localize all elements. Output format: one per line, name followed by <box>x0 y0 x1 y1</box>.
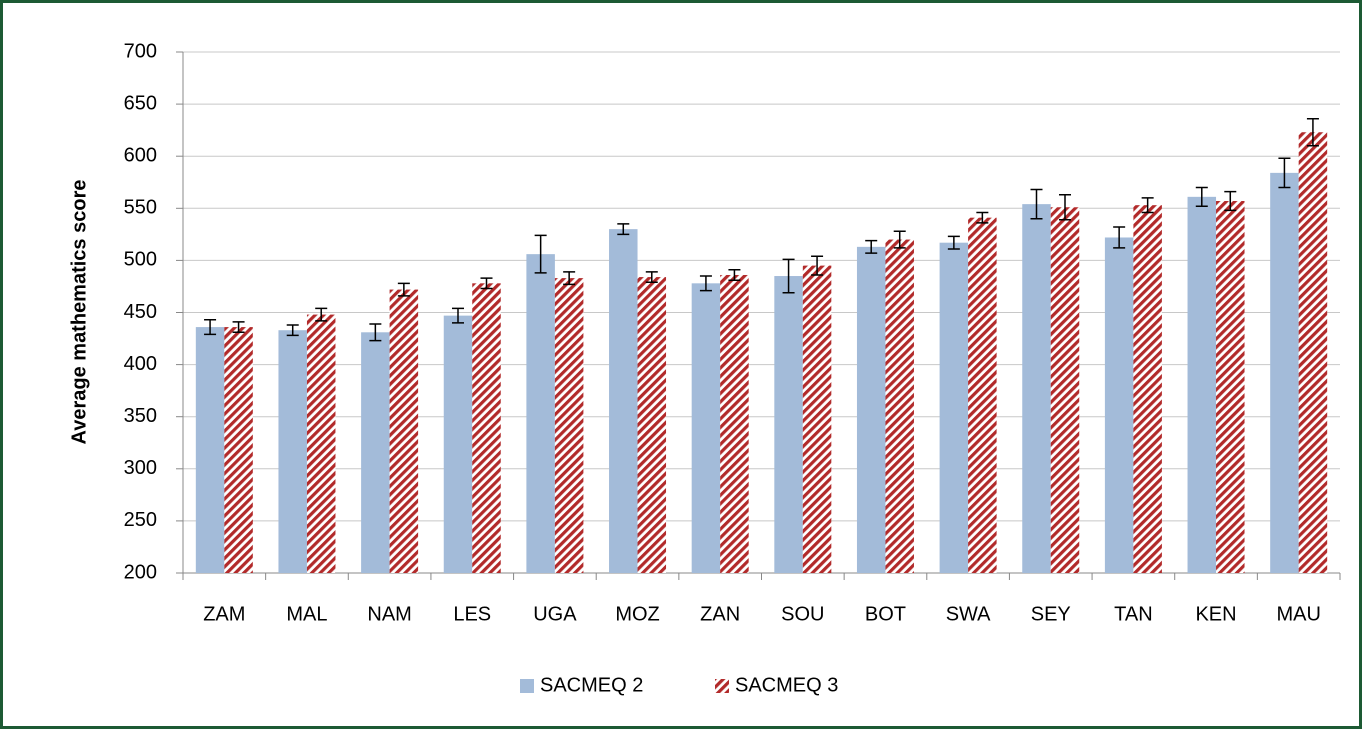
error-bar <box>369 323 382 342</box>
bar <box>554 278 584 573</box>
error-bar <box>1306 117 1319 147</box>
bar <box>1050 207 1080 573</box>
x-tick-label: MOZ <box>615 603 659 625</box>
bar <box>968 217 997 574</box>
bar <box>278 330 307 573</box>
x-tick-label: SEY <box>1031 603 1071 625</box>
error-bar <box>976 211 989 224</box>
bar <box>1298 132 1328 573</box>
bar <box>1133 205 1162 573</box>
error-bar <box>699 275 712 292</box>
error-bar <box>1141 197 1154 214</box>
bar <box>389 289 419 573</box>
error-bar <box>204 319 217 336</box>
x-tick-label: ZAM <box>203 603 245 625</box>
error-bar <box>286 324 299 337</box>
error-bar <box>1059 194 1071 221</box>
y-tick-label: 300 <box>124 457 157 479</box>
bar <box>939 242 969 573</box>
y-tick-label: 350 <box>124 405 157 427</box>
x-tick-label: UGA <box>533 603 577 625</box>
bar <box>1187 196 1217 573</box>
y-tick-label: 600 <box>124 144 157 166</box>
error-bar <box>782 258 795 294</box>
bar <box>361 332 390 573</box>
x-tick-label: BOT <box>865 603 906 625</box>
y-tick-label: 400 <box>124 353 157 375</box>
bar <box>774 276 803 573</box>
bar <box>224 327 253 573</box>
x-tick-label: KEN <box>1195 603 1236 625</box>
bar <box>443 315 473 573</box>
y-tick-label: 650 <box>124 92 157 114</box>
bar <box>637 277 667 573</box>
error-bar <box>865 239 878 254</box>
bar <box>609 229 638 573</box>
bar <box>306 314 336 573</box>
bar <box>720 274 749 573</box>
error-bar <box>397 282 410 297</box>
legend-swatch <box>715 679 729 693</box>
error-bar <box>452 307 464 324</box>
bar <box>1104 237 1134 573</box>
legend-label: SACMEQ 2 <box>540 674 643 696</box>
y-axis-label: Average mathematics score <box>68 180 90 445</box>
x-tick-label: ZAN <box>700 603 740 625</box>
error-bar <box>645 271 658 284</box>
error-bar <box>728 269 741 281</box>
error-bar <box>1195 186 1208 207</box>
bar <box>802 265 832 573</box>
bar <box>526 254 555 573</box>
bar <box>691 283 721 573</box>
bar <box>1270 172 1299 573</box>
error-bar <box>617 223 630 236</box>
legend-swatch <box>520 679 534 693</box>
error-bar <box>893 230 906 249</box>
error-bar <box>232 321 245 334</box>
legend-label: SACMEQ 3 <box>735 674 838 696</box>
error-bar <box>1224 190 1237 212</box>
error-bar <box>534 234 547 274</box>
bar <box>885 239 914 573</box>
y-tick-label: 450 <box>124 301 157 323</box>
x-tick-label: SWA <box>946 603 991 625</box>
x-tick-label: MAU <box>1276 603 1320 625</box>
y-tick-label: 550 <box>124 197 157 219</box>
error-bar <box>563 271 576 286</box>
error-bar <box>1278 157 1291 189</box>
y-tick-label: 700 <box>124 40 157 62</box>
error-bar <box>947 235 960 250</box>
error-bar <box>811 255 824 276</box>
y-tick-label: 500 <box>124 249 157 271</box>
error-bar <box>1030 188 1043 220</box>
x-tick-label: TAN <box>1114 603 1153 625</box>
error-bar <box>480 277 493 290</box>
bar <box>195 327 225 573</box>
x-tick-label: LES <box>453 603 491 625</box>
error-bar <box>315 307 328 322</box>
x-tick-label: NAM <box>367 603 411 625</box>
bar <box>1216 201 1245 574</box>
y-tick-label: 250 <box>124 509 157 531</box>
x-tick-label: MAL <box>286 603 327 625</box>
x-tick-label: SOU <box>781 603 824 625</box>
bar <box>1022 204 1051 573</box>
bar <box>472 283 501 573</box>
bar <box>856 246 886 573</box>
y-tick-label: 200 <box>124 561 157 583</box>
error-bar <box>1113 226 1126 249</box>
